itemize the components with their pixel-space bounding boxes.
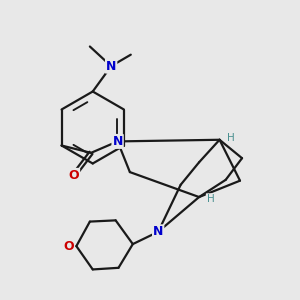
Text: H: H	[227, 133, 235, 143]
Text: O: O	[63, 240, 74, 253]
Text: H: H	[207, 194, 214, 204]
Text: N: N	[112, 135, 123, 148]
Text: O: O	[68, 169, 79, 182]
Text: N: N	[106, 60, 116, 73]
Text: N: N	[153, 225, 164, 238]
